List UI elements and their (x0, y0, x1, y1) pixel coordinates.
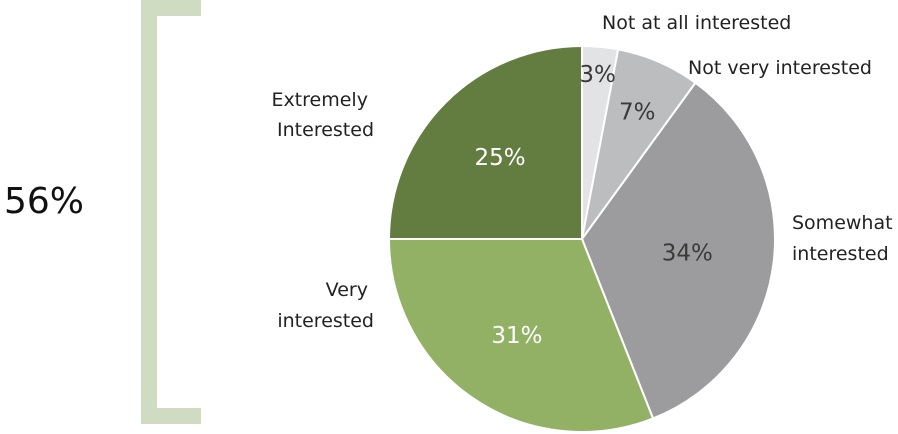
pie-slice-extremely-interested (387, 44, 583, 240)
value-label-extremely-interested: 25% (475, 145, 526, 171)
pie-slices (387, 44, 776, 433)
category-label-very-interested: Very interested (277, 279, 374, 332)
pie-slice-somewhat-interested (580, 81, 776, 420)
category-label-not-very-interested: Not very interested (688, 57, 872, 79)
pie-slice-very-interested (387, 238, 655, 433)
category-label-somewhat-interested: Somewhat interested (792, 212, 898, 265)
value-label-not-very-interested: 7% (619, 100, 656, 126)
value-label-very-interested: 31% (491, 323, 542, 349)
bracket-total-label: 56% (4, 181, 84, 222)
value-label-not-at-all-interested: 3% (579, 62, 616, 88)
bracket-line (141, 0, 201, 424)
category-label-not-at-all-interested: Not at all interested (602, 12, 791, 34)
category-label-extremely-interested: Extremely Interested (271, 89, 374, 141)
value-label-somewhat-interested: 34% (662, 240, 713, 266)
pie-value-labels: 3%7% 34% 31% 25% (475, 62, 713, 349)
